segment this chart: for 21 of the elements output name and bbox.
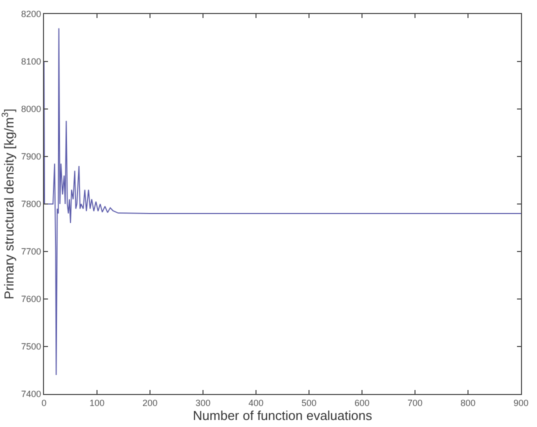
line-series bbox=[44, 28, 521, 376]
y-tick-label: 7900 bbox=[21, 152, 42, 162]
x-tick-label: 800 bbox=[460, 398, 476, 408]
y-tick-label: 7400 bbox=[21, 389, 42, 400]
x-tick-label: 400 bbox=[248, 398, 264, 408]
x-tick-label: 900 bbox=[513, 398, 529, 408]
y-tick-label: 8000 bbox=[21, 104, 42, 114]
y-tick-label: 7600 bbox=[21, 294, 42, 304]
x-tick-label: 600 bbox=[354, 398, 370, 408]
y-tick-label: 7700 bbox=[21, 246, 42, 257]
x-tick-label: 500 bbox=[301, 398, 317, 408]
x-tick-label: 0 bbox=[41, 398, 47, 408]
x-tick-label: 300 bbox=[195, 398, 211, 408]
y-tick-label: 8100 bbox=[21, 56, 42, 67]
y-tick-label: 8200 bbox=[21, 9, 42, 20]
y-tick-label: 7500 bbox=[21, 342, 42, 352]
x-tick-label: 100 bbox=[89, 398, 105, 408]
x-axis-title: Number of function evaluations bbox=[192, 408, 373, 423]
x-tick-label: 200 bbox=[142, 398, 158, 408]
x-tick-label: 700 bbox=[407, 398, 423, 408]
y-tick-label: 7800 bbox=[21, 199, 42, 210]
